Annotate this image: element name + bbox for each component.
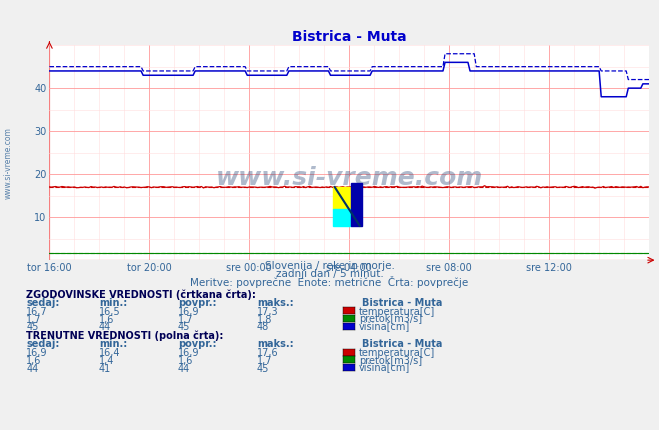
Text: TRENUTNE VREDNOSTI (polna črta):: TRENUTNE VREDNOSTI (polna črta): [26, 330, 224, 341]
Text: pretok[m3/s]: pretok[m3/s] [359, 314, 422, 325]
Text: 45: 45 [257, 363, 270, 374]
Title: Bistrica - Muta: Bistrica - Muta [292, 30, 407, 44]
Text: 41: 41 [99, 363, 111, 374]
Text: 17,3: 17,3 [257, 307, 279, 317]
Text: 1,6: 1,6 [99, 314, 114, 325]
Text: 16,5: 16,5 [99, 307, 121, 317]
Bar [351, 183, 362, 226]
Text: 16,9: 16,9 [178, 348, 200, 358]
Text: www.si-vreme.com: www.si-vreme.com [3, 127, 13, 200]
Text: ZGODOVINSKE VREDNOSTI (črtkana črta):: ZGODOVINSKE VREDNOSTI (črtkana črta): [26, 289, 256, 300]
Text: min.:: min.: [99, 339, 127, 350]
Text: 16,9: 16,9 [26, 348, 48, 358]
Text: zadnji dan / 5 minut.: zadnji dan / 5 minut. [275, 269, 384, 280]
Text: 16,4: 16,4 [99, 348, 121, 358]
Text: 16,9: 16,9 [178, 307, 200, 317]
Text: Bistrica - Muta: Bistrica - Muta [362, 339, 443, 350]
Text: min.:: min.: [99, 298, 127, 308]
Bar [333, 187, 351, 209]
Text: 16,7: 16,7 [26, 307, 48, 317]
Text: 48: 48 [257, 322, 270, 332]
Text: sedaj:: sedaj: [26, 298, 60, 308]
Text: višina[cm]: višina[cm] [359, 363, 411, 374]
Text: maks.:: maks.: [257, 298, 294, 308]
Bar [333, 209, 351, 226]
Text: 1,6: 1,6 [178, 356, 193, 366]
Text: povpr.:: povpr.: [178, 298, 216, 308]
Text: www.si-vreme.com: www.si-vreme.com [215, 166, 483, 190]
Text: 1,8: 1,8 [257, 314, 272, 325]
Text: maks.:: maks.: [257, 339, 294, 350]
Text: pretok[m3/s]: pretok[m3/s] [359, 356, 422, 366]
Text: 45: 45 [178, 322, 190, 332]
Text: temperatura[C]: temperatura[C] [359, 348, 436, 358]
Text: 1,7: 1,7 [26, 314, 42, 325]
Text: sedaj:: sedaj: [26, 339, 60, 350]
Text: 17,6: 17,6 [257, 348, 279, 358]
Text: višina[cm]: višina[cm] [359, 322, 411, 332]
Text: Meritve: povprečne  Enote: metrične  Črta: povprečje: Meritve: povprečne Enote: metrične Črta:… [190, 276, 469, 288]
Text: 44: 44 [99, 322, 111, 332]
Text: 44: 44 [26, 363, 39, 374]
Text: 1,7: 1,7 [178, 314, 194, 325]
Text: 45: 45 [26, 322, 39, 332]
Text: 1,6: 1,6 [26, 356, 42, 366]
Text: 1,4: 1,4 [99, 356, 114, 366]
Text: povpr.:: povpr.: [178, 339, 216, 350]
Text: Slovenija / reke in morje.: Slovenija / reke in morje. [264, 261, 395, 271]
Text: 44: 44 [178, 363, 190, 374]
Text: Bistrica - Muta: Bistrica - Muta [362, 298, 443, 308]
Text: 1,7: 1,7 [257, 356, 273, 366]
Text: temperatura[C]: temperatura[C] [359, 307, 436, 317]
